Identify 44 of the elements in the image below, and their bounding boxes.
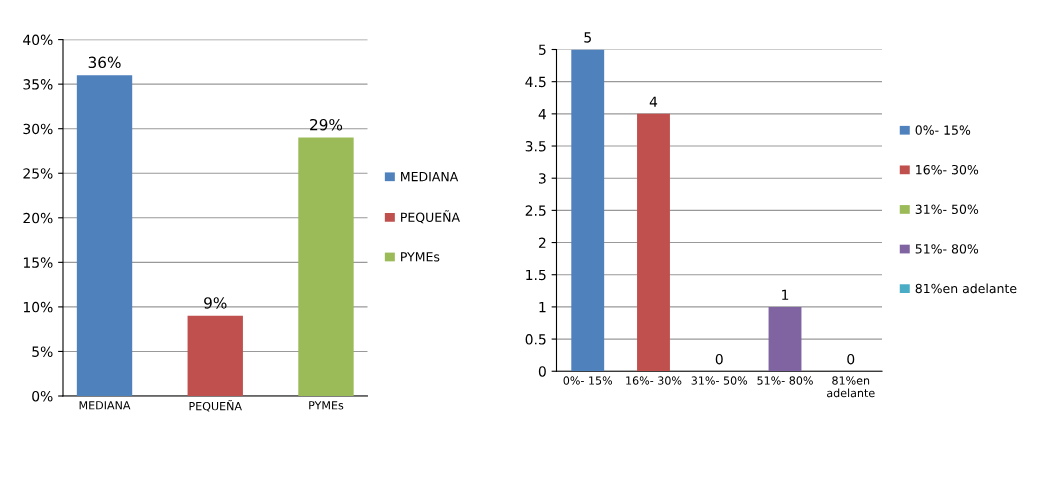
legend-label: 81%en adelante [915, 283, 1017, 294]
x-tick-label: 16%- 30% [626, 376, 682, 385]
y-tick-label: 0 [538, 366, 546, 377]
legend-label: MEDIANA [401, 172, 459, 182]
data-label: 0 [715, 353, 723, 365]
y-tick-label: 40% [23, 34, 53, 46]
data-label: 1 [782, 289, 789, 300]
data-label: 29% [310, 118, 343, 131]
y-tick-label: 4.5 [525, 76, 546, 88]
y-tick-label: 5% [32, 346, 53, 357]
y-tick-label: 5 [539, 44, 546, 55]
y-tick-label: 25% [23, 168, 53, 179]
legend-label: PYMEs [401, 252, 440, 262]
legend-label: 0%- 15% [915, 125, 971, 135]
y-tick-label: 10% [23, 301, 53, 313]
legend-label: 31%- 50% [915, 204, 979, 214]
data-label: 36% [88, 56, 121, 69]
x-tick-label: PYMEs [309, 401, 344, 410]
y-tick-label: 4 [538, 109, 546, 120]
x-tick-label: MEDIANA [79, 401, 131, 410]
legend-label: 16%- 30% [916, 164, 979, 175]
x-tick-label: 51%- 80% [757, 376, 813, 385]
y-tick-label: 0% [32, 390, 53, 402]
x-tick-label: 0%- 15% [563, 376, 613, 385]
data-label: 9% [204, 297, 227, 309]
y-tick-label: 35% [23, 79, 53, 90]
y-tick-label: 3 [539, 173, 546, 184]
y-tick-label: 0.5 [525, 334, 546, 345]
y-tick-label: 20% [23, 212, 53, 224]
data-label: 5 [584, 32, 591, 43]
data-label: 0 [847, 353, 855, 365]
data-label: 4 [649, 96, 658, 107]
legend-label: 51%- 80% [915, 244, 979, 254]
y-tick-label: 30% [23, 123, 53, 135]
x-tick-label: 81%en adelante [827, 376, 875, 398]
legend-label: PEQUEÑA [401, 210, 460, 224]
y-tick-label: 1.5 [526, 269, 546, 281]
x-tick-label: 31%- 50% [691, 376, 748, 385]
y-tick-label: 2.5 [525, 205, 546, 216]
x-tick-label: PEQUEÑA [189, 399, 242, 412]
y-tick-label: 2 [538, 237, 546, 248]
y-tick-label: 1 [539, 302, 546, 313]
y-tick-label: 3.5 [525, 140, 546, 152]
y-tick-label: 15% [23, 257, 53, 268]
